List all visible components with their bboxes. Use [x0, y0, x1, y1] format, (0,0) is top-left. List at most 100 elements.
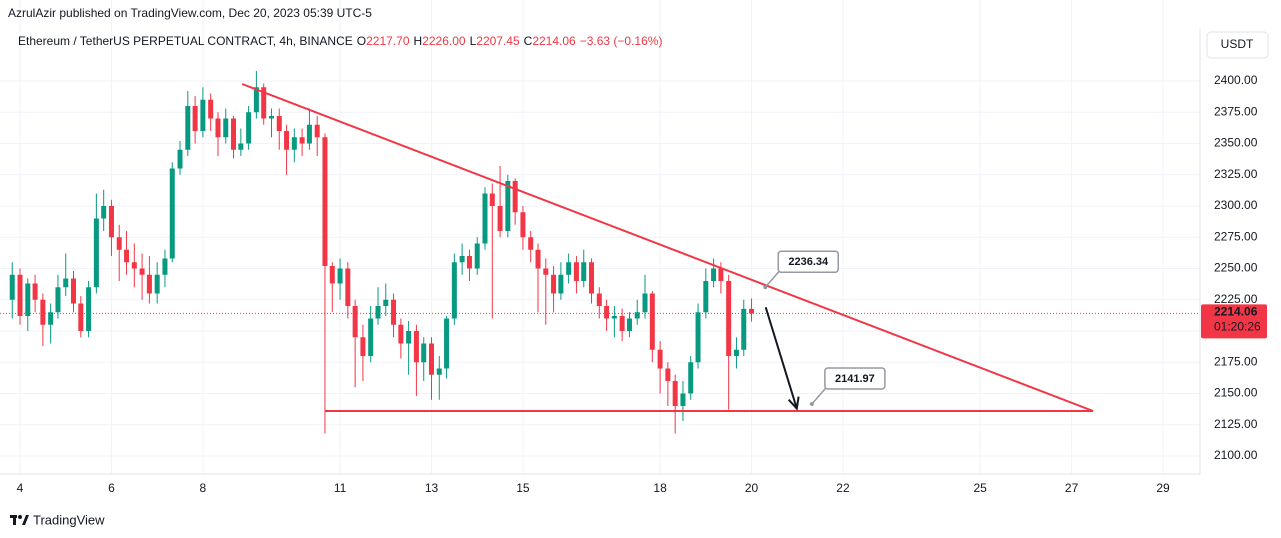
candle-body — [314, 124, 320, 138]
candle-body — [482, 193, 488, 244]
candle-body — [383, 299, 389, 306]
ohlc-value: 2214.06 — [532, 34, 576, 48]
callout-text: 2141.97 — [835, 373, 875, 385]
candle-body — [626, 318, 632, 331]
ohlc-key: H — [414, 34, 423, 48]
callout-box — [824, 367, 886, 390]
callout-text: 2236.34 — [788, 256, 829, 268]
candle-body — [268, 116, 274, 119]
candle-body — [375, 306, 381, 319]
candle-body — [231, 118, 237, 150]
ohlc-value: 2226.00 — [422, 34, 466, 48]
candle-body — [139, 268, 145, 275]
x-tick-label: 29 — [1156, 481, 1170, 495]
candle-body — [634, 312, 640, 319]
candle-body — [672, 381, 678, 406]
candle-body — [63, 278, 69, 288]
x-tick-label: 22 — [836, 481, 850, 495]
y-tick-label: 2400.00 — [1214, 73, 1258, 87]
candle-body — [276, 116, 282, 131]
candle-body — [718, 268, 724, 281]
candle-body — [177, 149, 183, 169]
candle-body — [185, 106, 191, 150]
callout-anchor — [763, 285, 768, 290]
callout-pointer — [811, 387, 827, 405]
candle-body — [86, 287, 92, 331]
candle-body — [619, 316, 625, 331]
candle-body — [566, 262, 572, 275]
candle-body — [131, 262, 137, 269]
y-tick-label: 2150.00 — [1214, 386, 1258, 400]
x-tick-label: 27 — [1065, 481, 1079, 495]
candle-body — [368, 318, 374, 356]
candle-body — [558, 274, 564, 294]
candle-body — [489, 193, 495, 206]
candle-body — [657, 349, 663, 369]
ohlc-value: 2207.45 — [476, 34, 520, 48]
candle-body — [551, 274, 557, 294]
last-price: 2214.06 — [1214, 305, 1258, 319]
candle-body — [223, 118, 229, 138]
candle-body — [398, 324, 404, 344]
ohlc-key: O — [357, 34, 366, 48]
countdown: 01:20:26 — [1214, 320, 1261, 334]
candle-body — [528, 237, 534, 250]
x-tick-label: 13 — [425, 481, 439, 495]
y-tick-label: 2300.00 — [1214, 198, 1258, 212]
currency-button[interactable] — [1206, 31, 1269, 59]
candle-body — [451, 262, 457, 319]
candle-body — [108, 206, 114, 238]
y-tick-label: 2250.00 — [1214, 261, 1258, 275]
candle-body — [535, 249, 541, 269]
candle-body — [299, 137, 305, 144]
candle-body — [512, 181, 518, 213]
currency[interactable]: USDT — [1221, 37, 1254, 51]
candle-body — [436, 368, 442, 375]
candle-body — [345, 268, 351, 306]
candle-body — [101, 206, 107, 219]
x-tick-label: 15 — [516, 481, 530, 495]
ohlc-value: 2217.70 — [366, 34, 410, 48]
candle-body — [200, 99, 206, 131]
candle-body — [497, 206, 503, 231]
candle-body — [749, 308, 755, 314]
x-tick-label: 4 — [17, 481, 24, 495]
x-tick-label: 25 — [973, 481, 987, 495]
candle-body — [215, 118, 221, 138]
change: −3.63 (−0.16%) — [580, 34, 663, 48]
candle-body — [611, 316, 617, 319]
candle-body — [78, 303, 84, 331]
callout-pointer — [764, 270, 780, 288]
ohlc-key: C — [524, 34, 533, 48]
candle-body — [649, 293, 655, 350]
last-price-box — [1201, 304, 1267, 339]
candle-body — [284, 131, 290, 150]
candle-body — [695, 312, 701, 363]
candle-body — [261, 87, 267, 119]
candle-body — [520, 212, 526, 238]
candle-body — [466, 256, 472, 269]
trend-line — [241, 83, 1094, 412]
y-tick-label: 2100.00 — [1214, 448, 1258, 462]
arrow — [764, 306, 798, 409]
x-tick-label: 20 — [745, 481, 759, 495]
candle-body — [32, 283, 38, 300]
candle-body — [238, 143, 244, 150]
candle-body — [93, 218, 99, 288]
candle-body — [421, 343, 427, 363]
candle-body — [146, 274, 152, 294]
candle-body — [71, 278, 77, 304]
y-tick-label: 2325.00 — [1214, 167, 1258, 181]
legend: Ethereum / TetherUS PERPETUAL CONTRACT, … — [18, 34, 662, 48]
candle-body — [589, 262, 595, 294]
candle-body — [246, 112, 252, 144]
candle-body — [581, 262, 587, 281]
candle-body — [391, 299, 397, 325]
candle-body — [253, 87, 259, 113]
symbol: Ethereum / TetherUS PERPETUAL CONTRACT, … — [18, 34, 353, 48]
candle-body — [352, 306, 358, 338]
candle-body — [322, 137, 328, 266]
candle-body — [596, 293, 602, 306]
candle-body — [406, 331, 412, 344]
candle-body — [413, 331, 419, 363]
